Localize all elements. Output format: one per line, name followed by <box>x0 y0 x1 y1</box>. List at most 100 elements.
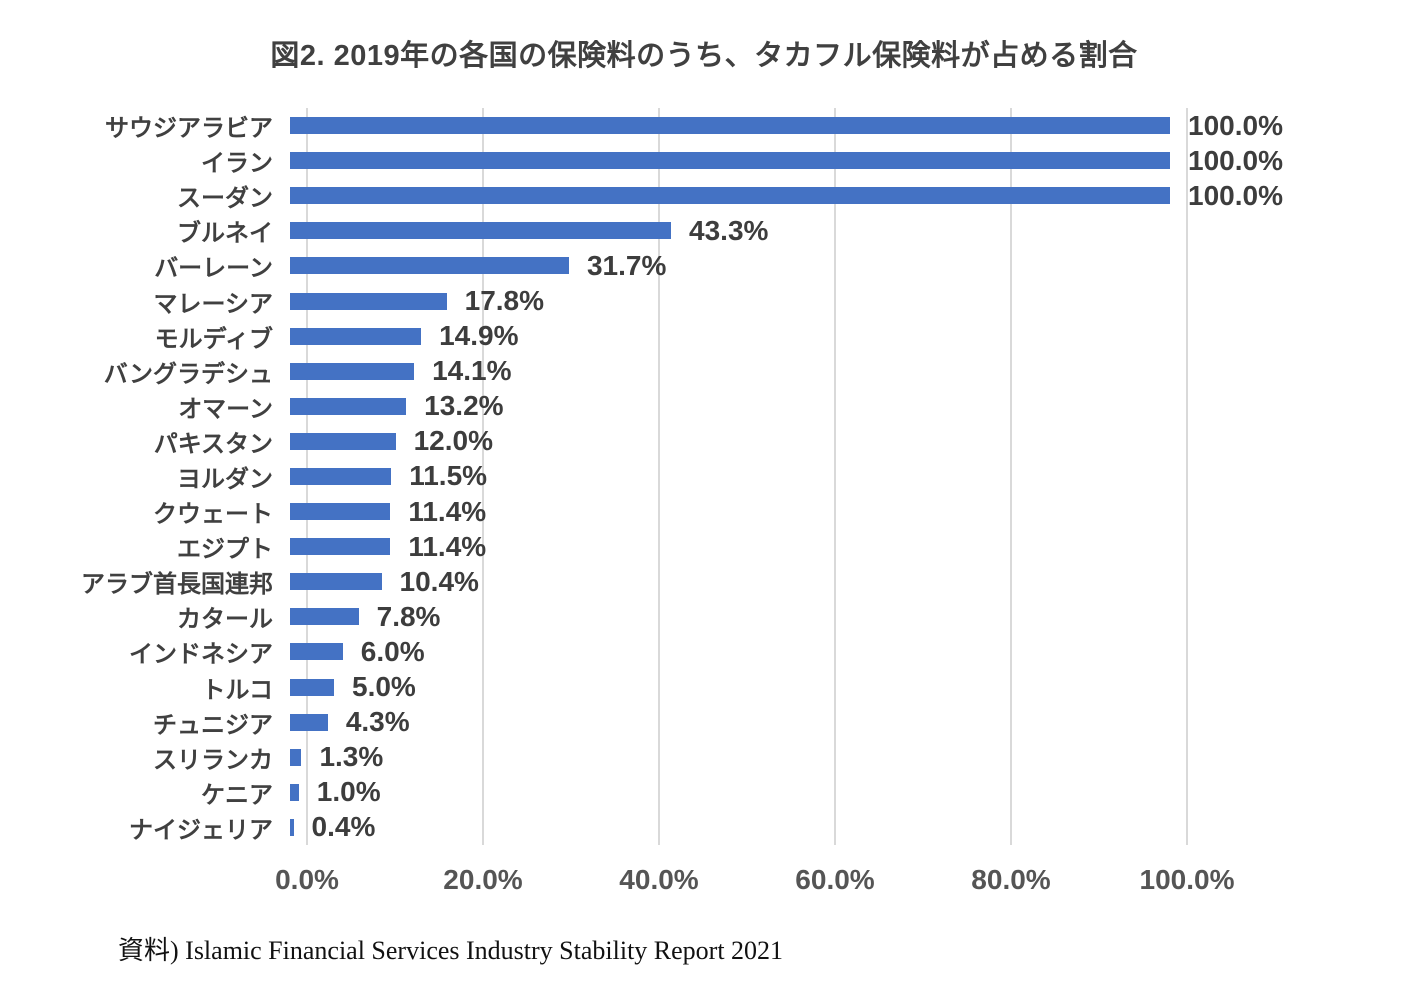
bar <box>290 503 391 521</box>
bar-track: 100.0% <box>290 145 1283 177</box>
chart-row: オマーン 13.2% <box>60 389 1420 424</box>
category-label: ヨルダン <box>177 465 273 493</box>
value-label: 12.0% <box>413 425 493 457</box>
chart-title: 図2. 2019年の各国の保険料のうち、タカフル保険料が占める割合 <box>270 40 1138 72</box>
bar-track: 1.3% <box>290 741 1170 773</box>
category-label: インドネシア <box>129 641 273 669</box>
gridline <box>482 108 484 845</box>
gridline <box>658 108 660 845</box>
bar-track: 6.0% <box>290 636 1170 668</box>
value-label: 11.4% <box>408 495 487 527</box>
chart-rows: サウジアラビア 100.0% イラン 100.0% スーダン 100.0% ブルネイ 43.3… <box>60 108 1420 845</box>
category-label: エジプト <box>177 536 273 564</box>
bar <box>290 713 328 731</box>
category-label: チュニジア <box>153 711 273 739</box>
bar <box>290 748 302 766</box>
category-label: スーダン <box>177 185 273 213</box>
category-label: パキスタン <box>153 430 273 458</box>
chart-row: スリランカ 1.3% <box>60 740 1420 775</box>
bar-track: 11.5% <box>290 460 1170 492</box>
value-label: 13.2% <box>424 390 504 422</box>
category-label: クウェート <box>153 501 273 529</box>
value-label: 14.9% <box>439 320 519 352</box>
chart-row: エジプト 11.4% <box>60 529 1420 564</box>
chart-row: トルコ 5.0% <box>60 670 1420 705</box>
bar <box>290 467 392 485</box>
chart-row: アラブ首長国連邦 10.4% <box>60 564 1420 599</box>
value-label: 5.0% <box>352 671 416 703</box>
x-tick-label: 80.0% <box>971 864 1051 895</box>
x-tick-label: 0.0% <box>275 864 339 895</box>
value-label: 6.0% <box>360 635 425 667</box>
gridline <box>1186 108 1188 845</box>
category-label: バーレーン <box>154 255 273 283</box>
chart-row: スーダン 100.0% <box>60 178 1420 213</box>
value-label: 11.4% <box>408 530 487 562</box>
bar-track: 31.7% <box>290 250 1170 282</box>
value-label: 100.0% <box>1188 144 1283 176</box>
value-label: 1.0% <box>316 776 381 808</box>
x-tick-label: 20.0% <box>443 864 523 895</box>
category-label: モルディブ <box>154 325 273 353</box>
bar-track: 0.4% <box>290 811 1170 843</box>
chart-row: モルディブ 14.9% <box>60 319 1420 354</box>
bar-track: 4.3% <box>290 706 1170 738</box>
x-tick-label: 100.0% <box>1139 864 1235 895</box>
bar-track: 5.0% <box>290 671 1170 703</box>
chart-row: ナイジェリア 0.4% <box>60 810 1420 845</box>
category-label: アラブ首長国連邦 <box>81 571 273 599</box>
bar <box>290 783 299 801</box>
bar-track: 13.2% <box>290 390 1170 422</box>
x-tick-label: 60.0% <box>795 864 875 895</box>
bar-track: 7.8% <box>290 601 1170 633</box>
bar-track: 100.0% <box>290 180 1283 212</box>
x-axis: 0.0% 20.0% 40.0% 60.0% 80.0% 100.0% <box>275 864 1234 904</box>
chart-row: チュニジア 4.3% <box>60 705 1420 740</box>
gridline <box>1010 108 1012 845</box>
category-label: ナイジェリア <box>129 816 273 844</box>
category-label: バングラデシュ <box>103 360 273 388</box>
bar-track: 11.4% <box>290 496 1170 528</box>
category-label: サウジアラビア <box>105 115 273 143</box>
value-label: 43.3% <box>689 214 769 246</box>
bar-track: 11.4% <box>290 531 1170 563</box>
bar <box>290 573 382 591</box>
category-label: マレーシア <box>153 290 273 318</box>
chart-row: クウェート 11.4% <box>60 494 1420 529</box>
category-label: ブルネイ <box>177 220 273 248</box>
chart-row: ヨルダン 11.5% <box>60 459 1420 494</box>
gridline <box>834 108 836 845</box>
bar <box>290 432 396 450</box>
bar <box>290 187 1170 205</box>
chart-row: サウジアラビア 100.0% <box>60 108 1420 143</box>
chart-row: ケニア 1.0% <box>60 775 1420 810</box>
bar-track: 43.3% <box>290 215 1170 247</box>
bar <box>290 152 1170 170</box>
chart-row: バーレーン 31.7% <box>60 248 1420 283</box>
bar-track: 17.8% <box>290 285 1170 317</box>
bar <box>290 678 334 696</box>
category-label: ケニア <box>201 781 273 809</box>
bar <box>290 608 359 626</box>
chart-row: イラン 100.0% <box>60 143 1420 178</box>
category-label: オマーン <box>178 395 273 423</box>
chart-row: ブルネイ 43.3% <box>60 213 1420 248</box>
bar <box>290 222 672 240</box>
chart-row: インドネシア 6.0% <box>60 634 1420 669</box>
chart-row: パキスタン 12.0% <box>60 424 1420 459</box>
value-label: 10.4% <box>399 565 479 597</box>
bar-track: 14.9% <box>290 320 1170 352</box>
bar-track: 100.0% <box>290 110 1283 142</box>
category-label: スリランカ <box>153 746 273 774</box>
value-label: 7.8% <box>376 600 441 632</box>
bar <box>290 362 415 380</box>
chart-row: マレーシア 17.8% <box>60 283 1420 318</box>
bar-track: 1.0% <box>290 776 1170 808</box>
value-label: 11.5% <box>409 460 488 492</box>
category-label: イラン <box>201 150 273 178</box>
chart-row: バングラデシュ 14.1% <box>60 354 1420 389</box>
source-note: 資料) Islamic Financial Services Industry … <box>118 936 784 965</box>
bar <box>290 818 294 836</box>
chart-row: カタール 7.8% <box>60 599 1420 634</box>
value-label: 4.3% <box>345 706 410 738</box>
